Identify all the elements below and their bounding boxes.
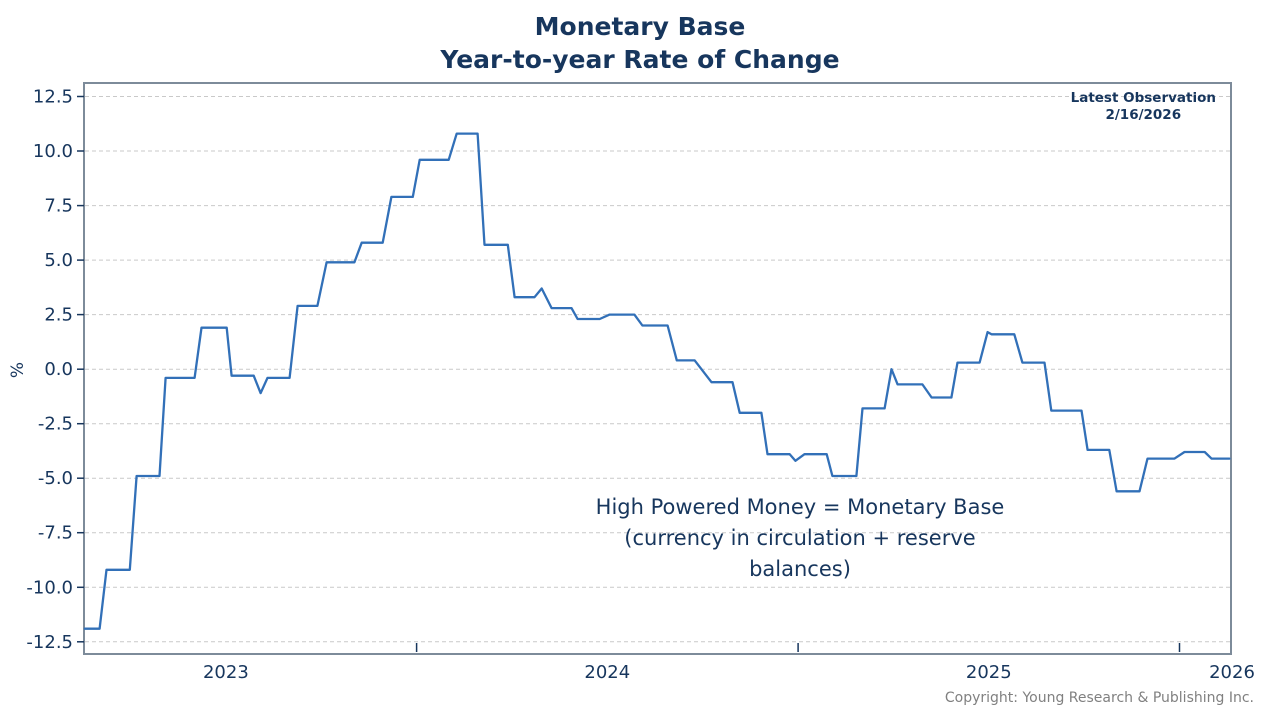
x-axis-year-label: 2024 — [584, 662, 630, 683]
definition-annotation: High Powered Money = Monetary Base (curr… — [560, 492, 1040, 585]
y-tick-label: -12.5 — [26, 632, 73, 653]
series-line — [83, 132, 1231, 630]
latest-observation-title: Latest Observation — [1070, 90, 1216, 106]
y-tick-label: -2.5 — [38, 414, 73, 435]
x-axis-year-label: 2025 — [966, 662, 1012, 683]
chart-title-line1: Monetary Base — [534, 12, 746, 41]
y-tick-label: -10.0 — [26, 577, 73, 598]
y-tick-label: 0.0 — [44, 359, 73, 380]
y-tick-label: -7.5 — [38, 523, 73, 544]
y-tick-label: 10.0 — [33, 141, 73, 162]
latest-observation-date: 2/16/2026 — [1105, 107, 1182, 123]
copyright-text: Copyright: Young Research & Publishing I… — [944, 690, 1254, 706]
y-tick-label: 2.5 — [44, 305, 73, 326]
y-axis-label: % — [8, 361, 28, 379]
y-tick-label: -5.0 — [38, 468, 73, 489]
definition-line2: (currency in circulation + reserve — [624, 526, 976, 550]
x-axis-year-label: 2026 — [1209, 662, 1255, 683]
y-tick-label: 12.5 — [33, 87, 73, 108]
definition-line3: balances) — [749, 557, 851, 581]
latest-observation-annotation: Latest Observation 2/16/2026 — [1071, 90, 1216, 124]
y-tick-label: 5.0 — [44, 250, 73, 271]
definition-line1: High Powered Money = Monetary Base — [595, 495, 1005, 519]
chart-title-line2: Year-to-year Rate of Change — [440, 45, 840, 74]
y-tick-label: 7.5 — [44, 196, 73, 217]
chart-title: Monetary Base Year-to-year Rate of Chang… — [0, 10, 1280, 76]
x-axis-year-label: 2023 — [203, 662, 249, 683]
